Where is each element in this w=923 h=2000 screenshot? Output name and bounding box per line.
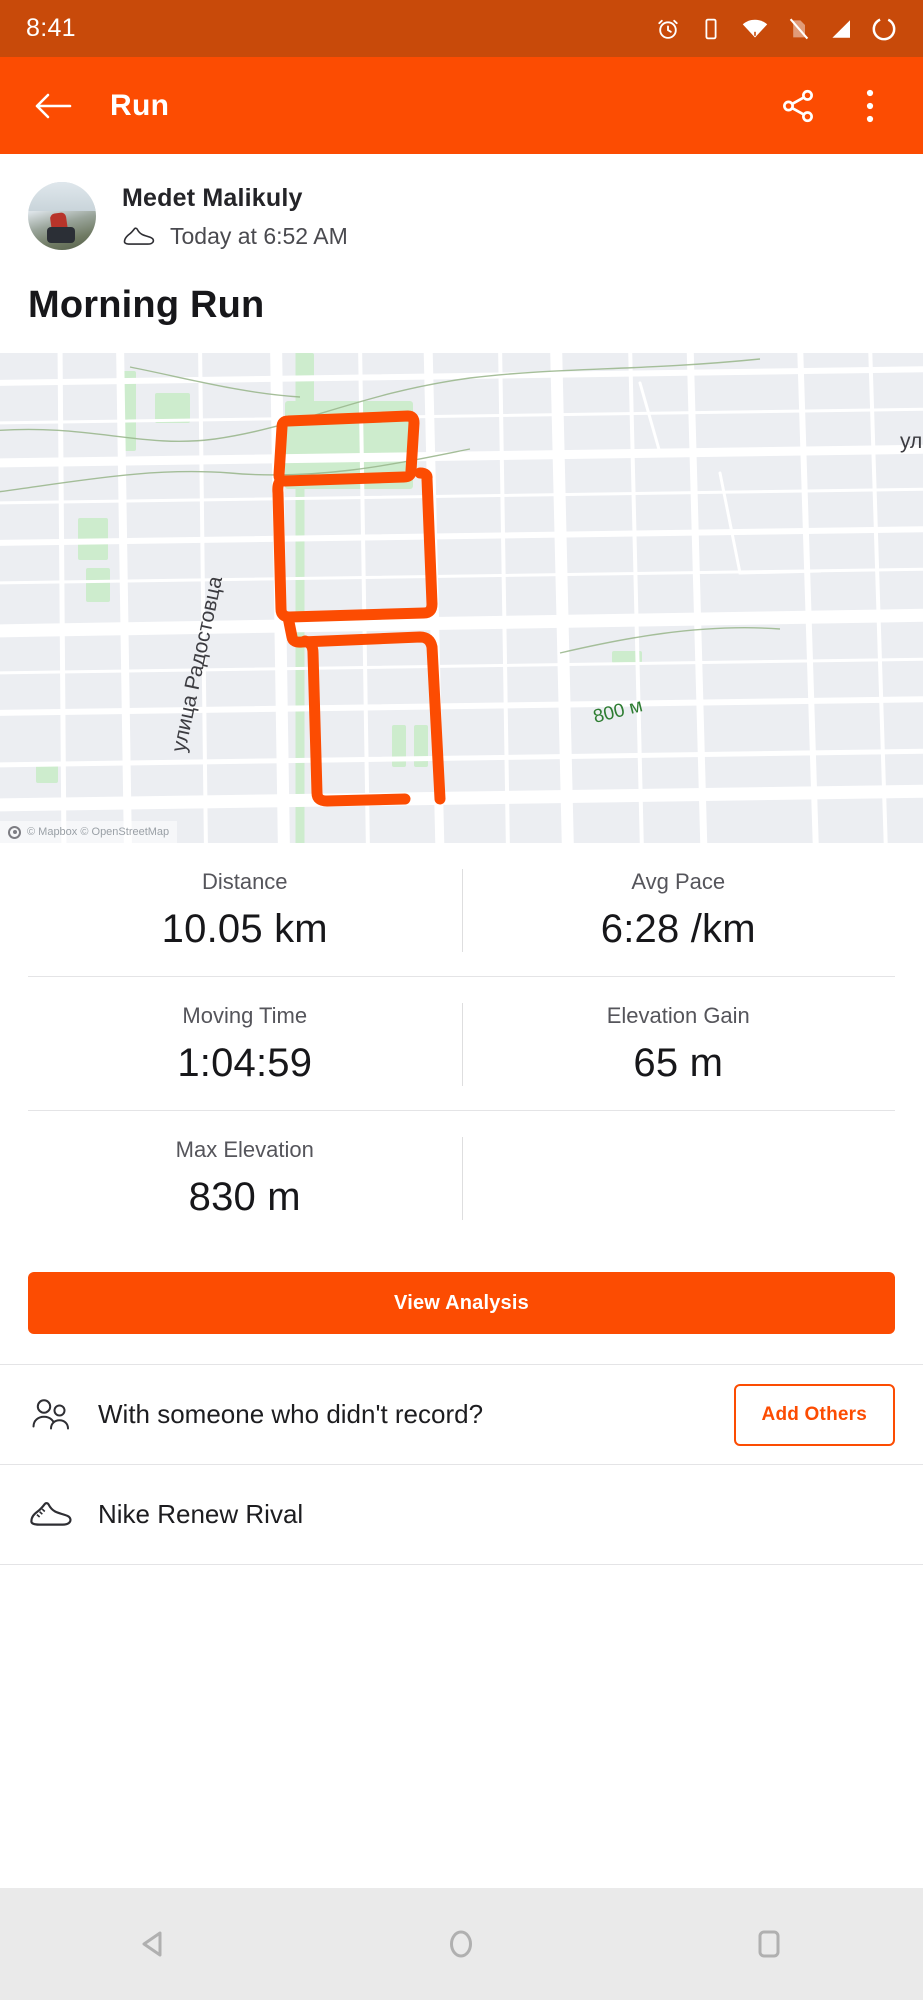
page-title: Run	[110, 88, 170, 122]
shoe-icon	[28, 1499, 84, 1531]
avatar-figure-bottom	[47, 226, 76, 243]
battery-circle-icon	[871, 16, 897, 42]
stats-row: Distance 10.05 km Avg Pace 6:28 /km	[28, 843, 895, 976]
stat-divider	[461, 869, 463, 952]
nav-recents-icon[interactable]	[714, 1889, 824, 1999]
sim-off-icon	[787, 17, 811, 41]
nav-home-icon[interactable]	[406, 1889, 516, 1999]
cellular-signal-icon	[829, 17, 853, 41]
map-attribution-text: © Mapbox © OpenStreetMap	[27, 826, 170, 838]
gear-row[interactable]: Nike Renew Rival	[0, 1464, 923, 1564]
activity-meta: Today at 6:52 AM	[122, 223, 348, 250]
add-others-button[interactable]: Add Others	[733, 1383, 895, 1446]
stat-label: Distance	[201, 869, 288, 894]
stat-label: Elevation Gain	[606, 1003, 750, 1028]
map-canvas: улица Радостовца 800 м улица Курмангазы …	[0, 353, 923, 843]
stat-value: 830 m	[188, 1175, 301, 1219]
status-bar: 8:41	[0, 0, 923, 57]
stats-row: Max Elevation 830 m	[28, 1110, 895, 1244]
route-loop-south-right	[282, 611, 446, 805]
status-clock: 8:41	[26, 14, 76, 42]
wifi-icon	[741, 17, 769, 41]
avatar-sky	[28, 182, 96, 211]
nav-back-icon[interactable]	[99, 1889, 209, 1999]
activity-timestamp: Today at 6:52 AM	[170, 223, 348, 249]
avatar[interactable]	[28, 182, 96, 250]
stat-value: 10.05 km	[161, 907, 328, 951]
map-contours	[0, 358, 781, 654]
stat-elevation-gain: Elevation Gain 65 m	[462, 977, 896, 1110]
alarm-icon	[655, 16, 681, 42]
athlete-name[interactable]: Medet Malikuly	[122, 184, 303, 212]
stat-value: 65 m	[633, 1041, 724, 1085]
add-others-prompt: With someone who didn't record?	[98, 1399, 484, 1429]
stat-empty	[462, 1111, 896, 1244]
stat-label: Moving Time	[182, 1003, 308, 1028]
gear-name: Nike Renew Rival	[98, 1499, 304, 1529]
stat-value: 6:28 /km	[600, 907, 756, 951]
view-analysis-container: View Analysis	[0, 1244, 923, 1364]
map-background	[0, 353, 923, 843]
stat-value: 1:04:59	[177, 1041, 313, 1085]
back-arrow-icon[interactable]	[26, 79, 80, 133]
stat-divider	[461, 1003, 463, 1086]
android-nav-bar	[0, 1888, 923, 2000]
list-bottom-divider	[0, 1564, 923, 1565]
athlete-header[interactable]: Medet Malikuly Today at 6:52 AM	[0, 154, 923, 250]
stat-divider	[461, 1137, 463, 1220]
overflow-menu-icon[interactable]	[843, 79, 897, 133]
map-label-ul-right: ул	[900, 430, 922, 453]
stat-avg-pace: Avg Pace 6:28 /km	[462, 843, 896, 976]
app-bar: Run	[0, 57, 923, 154]
stat-max-elevation: Max Elevation 830 m	[28, 1111, 462, 1244]
stat-label: Avg Pace	[631, 869, 726, 894]
stat-label: Max Elevation	[175, 1137, 314, 1162]
athlete-info: Medet Malikuly Today at 6:52 AM	[122, 182, 348, 250]
view-analysis-button[interactable]: View Analysis	[28, 1272, 895, 1334]
stats-row: Moving Time 1:04:59 Elevation Gain 65 m	[28, 976, 895, 1110]
activity-title[interactable]: Morning Run	[28, 284, 265, 326]
map-attribution: © Mapbox © OpenStreetMap	[0, 821, 178, 843]
status-icon-group	[655, 16, 897, 42]
shoe-icon	[122, 226, 156, 248]
route-map[interactable]: улица Радостовца 800 м улица Курмангазы …	[0, 353, 923, 843]
route-loop-north	[273, 410, 420, 487]
route-loop-south-left	[299, 635, 411, 807]
vibrate-phone-icon	[699, 17, 723, 41]
add-others-row: With someone who didn't record? Add Othe…	[0, 1364, 923, 1464]
route-connector-top	[414, 467, 433, 485]
stat-distance: Distance 10.05 km	[28, 843, 462, 976]
mapbox-logo-icon	[8, 825, 21, 839]
stat-moving-time: Moving Time 1:04:59	[28, 977, 462, 1110]
share-icon[interactable]	[771, 79, 825, 133]
stats-grid: Distance 10.05 km Avg Pace 6:28 /km Movi…	[0, 843, 923, 1244]
people-icon	[28, 1397, 84, 1433]
